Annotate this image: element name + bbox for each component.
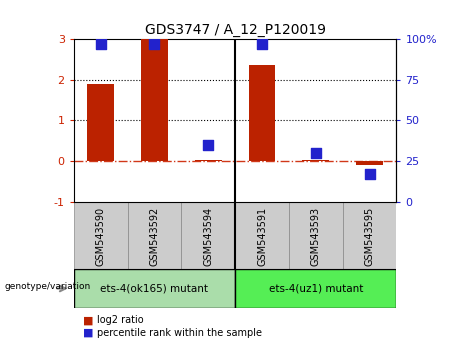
Bar [289,202,343,269]
Point [151,41,158,47]
Point [312,150,319,156]
Text: GSM543595: GSM543595 [365,206,375,266]
Point [97,41,104,47]
Point [366,171,373,177]
Text: ets-4(uz1) mutant: ets-4(uz1) mutant [269,284,363,293]
Point [258,41,266,47]
Point [205,142,212,148]
Bar [356,161,383,165]
Text: GSM543590: GSM543590 [95,206,106,266]
Text: GSM543592: GSM543592 [149,206,160,266]
Title: GDS3747 / A_12_P120019: GDS3747 / A_12_P120019 [145,23,325,36]
Bar [181,202,235,269]
Text: ets-4(ok165) mutant: ets-4(ok165) mutant [100,284,208,293]
Bar [128,202,181,269]
Bar [235,269,396,308]
Bar [343,202,396,269]
Text: percentile rank within the sample: percentile rank within the sample [97,328,262,338]
Bar [195,160,222,161]
Text: ■: ■ [83,315,94,325]
Text: GSM543594: GSM543594 [203,206,213,266]
Bar [74,202,128,269]
Text: log2 ratio: log2 ratio [97,315,143,325]
Bar [235,202,289,269]
Bar [74,269,235,308]
Bar [141,39,168,161]
Text: GSM543591: GSM543591 [257,206,267,266]
Text: GSM543593: GSM543593 [311,206,321,266]
Text: ■: ■ [83,328,94,338]
Bar [87,84,114,161]
Text: genotype/variation: genotype/variation [5,282,91,291]
Bar [248,65,275,161]
Bar [302,160,329,161]
